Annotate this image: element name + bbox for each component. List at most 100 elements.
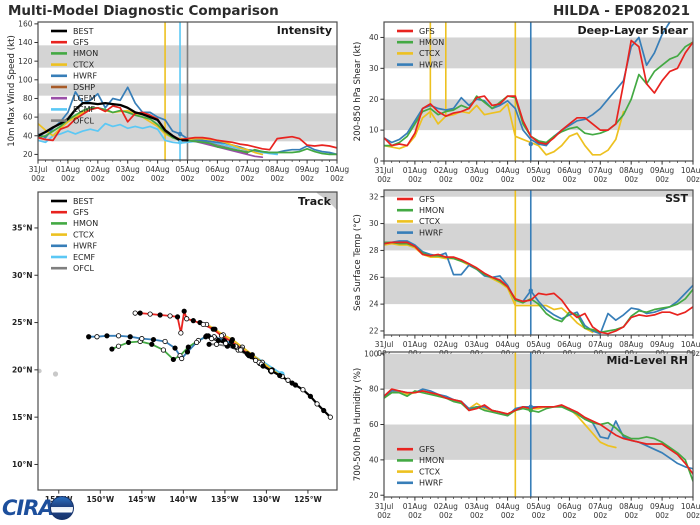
lat-tick-label: 35°N [12,224,32,233]
legend-label-best: BEST [73,197,94,206]
panel-border [37,191,338,491]
track-marker-00z [174,314,181,320]
legend-label-hwrf: HWRF [419,228,443,237]
coastline-land [316,192,337,210]
x-tick-sublabel: 00z [686,175,700,184]
legend-label-hmon: HMON [419,456,444,465]
x-tick-label: 02Aug [434,166,458,175]
category-band [384,277,693,305]
x-tick-sublabel: 00z [501,349,515,358]
x-tick-label: 03Aug [465,502,489,511]
track-marker-12z [285,377,291,383]
track-marker-12z [208,336,215,342]
x-tick-label: 03Aug [465,166,489,175]
track-marker-12z [184,316,190,322]
x-tick-label: 06Aug [557,166,581,175]
legend-label-hwrf: HWRF [419,479,443,488]
x-tick-sublabel: 00z [563,511,577,520]
series-hmon [384,41,693,147]
storm-id: HILDA - EP082021 [552,3,690,19]
y-tick-label: 28 [369,246,379,255]
x-tick-label: 08Aug [619,340,643,349]
track-marker-12z [268,368,274,374]
x-tick-sublabel: 00z [377,175,391,184]
legend-label-best: BEST [73,27,94,36]
legend-label-ctcx: CTCX [419,49,441,58]
x-tick-label: 31Jul [29,165,48,174]
track-marker-00z [150,336,157,343]
track-marker-00z [206,341,212,347]
y-axis-title: 700-500 hPa Humidity (%) [353,368,363,481]
panel-label: Deep-Layer Shear [577,24,688,37]
track-marker-12z [194,339,200,346]
y-tick-label: 100 [18,75,33,84]
track-marker-00z [230,343,236,349]
legend-label-hmon: HMON [73,219,98,228]
legend-label-gfs: GFS [73,208,89,217]
track-marker-12z [160,347,167,353]
x-tick-sublabel: 00z [563,175,577,184]
panel-shear: 31Jul00z01Aug00z02Aug00z03Aug00z04Aug00z… [353,21,700,184]
x-tick-label: 09Aug [295,165,319,174]
track-marker-12z [162,338,168,345]
x-tick-sublabel: 00z [532,511,546,520]
series-hmon [384,390,693,482]
x-tick-sublabel: 00z [470,349,484,358]
track-marker-00z [181,308,187,314]
legend-label-hmon: HMON [419,206,444,215]
track-marker-12z [218,333,225,339]
x-tick-label: 01Aug [403,166,427,175]
track-marker-12z [253,357,259,363]
series-ctcx [38,106,264,156]
y-tick-label: 40 [23,131,33,140]
x-tick-label: 05Aug [526,166,550,175]
series-gfs [384,241,693,335]
y-tick-label: 60 [23,113,33,122]
legend: GFS HMON CTCX HWRF [397,445,444,488]
x-tick-label: 06Aug [557,340,581,349]
x-tick-sublabel: 00z [300,174,314,183]
y-tick-label: 60 [369,420,379,429]
legend-label-ecmf: ECMF [73,105,96,114]
x-tick-label: 07Aug [235,165,259,174]
x-tick-label: 04Aug [495,340,519,349]
track-marker-00z [210,326,216,332]
y-tick-label: 20 [23,150,33,159]
lon-tick-label: 125°W [294,495,322,504]
x-tick-sublabel: 00z [330,174,344,183]
x-tick-sublabel: 00z [624,349,638,358]
legend-label-gfs: GFS [73,38,89,47]
lon-tick-label: 140°W [170,495,198,504]
track-marker-00z [260,363,266,369]
series-dot-hmon [528,408,533,413]
x-tick-label: 31Jul [375,502,394,511]
series-dot-hwrf [528,288,533,293]
track-marker-12z [223,340,229,346]
x-tick-label: 10Aug [681,166,700,175]
track-marker-12z [115,333,122,339]
x-tick-label: 01Aug [403,502,427,511]
track-marker-00z [104,333,110,339]
legend-label-hwrf: HWRF [73,242,97,251]
x-tick-sublabel: 00z [408,175,422,184]
track-marker-12z [139,336,145,342]
x-tick-sublabel: 00z [686,511,700,520]
x-tick-sublabel: 00z [439,175,453,184]
series-dot-hwrf [528,404,533,410]
track-marker-00z [321,407,327,414]
legend-label-ctcx: CTCX [419,217,441,226]
track-marker-12z [179,355,185,362]
y-tick-label: 40 [369,33,379,42]
x-tick-sublabel: 00z [470,511,484,520]
x-tick-sublabel: 00z [439,349,453,358]
x-tick-label: 10Aug [681,502,700,511]
track-marker-12z [178,330,184,336]
y-tick-label: 22 [369,327,379,336]
track-marker-00z [86,334,92,340]
series-dot-hwrf [528,141,533,147]
track-marker-12z [94,334,100,340]
y-axis-title: 200-850 hPa Shear (kt) [353,42,363,142]
track-gfs [134,310,273,372]
y-axis-title: 10m Max Wind Speed (kt) [7,35,17,147]
